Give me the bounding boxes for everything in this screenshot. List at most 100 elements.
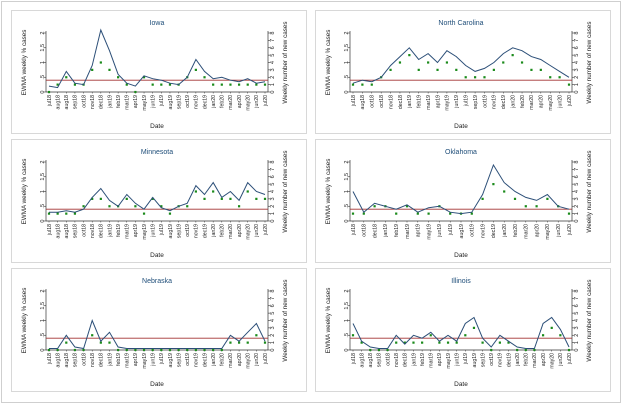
new-cases-point: [492, 68, 495, 71]
y2-tick-label: 3: [574, 197, 580, 200]
new-cases-point: [56, 212, 59, 215]
new-cases-point: [516, 348, 519, 352]
x-tick-label: jul19: [448, 224, 454, 236]
panel-illinois: Illinois 0 .5 1 1.5 2 0 1 2 3 4 5 6 7 8 EWMA weekly % c…: [315, 268, 611, 392]
y2-tick-label: 0: [574, 348, 580, 351]
y2-tick-label: 4: [574, 319, 580, 322]
x-tick-label: sep19: [473, 95, 479, 109]
y-tick-label: 0: [40, 348, 46, 351]
y-tick-label: 1: [40, 61, 46, 64]
y-tick-label: 0: [344, 90, 350, 93]
x-tick-label: dec18: [403, 353, 409, 367]
new-cases-point: [511, 54, 514, 57]
x-tick-label: nov19: [498, 353, 504, 367]
x-tick-label: jul18: [47, 95, 53, 107]
x-tick-label: jul20: [263, 95, 269, 107]
chart-title: Nebraska: [142, 278, 172, 285]
x-tick-label: jul19: [463, 353, 469, 365]
new-cases-point: [421, 341, 424, 344]
new-cases-point: [464, 76, 467, 79]
new-cases-point: [567, 83, 571, 86]
x-tick-label: aug19: [472, 353, 478, 368]
y2-tick-label: 6: [270, 175, 276, 178]
y2-tick-label: 0: [574, 219, 580, 222]
y2-tick-label: 3: [270, 68, 276, 71]
x-tick-label: dec19: [491, 224, 497, 238]
y2-tick-label: 3: [574, 326, 580, 329]
y-tick-label: 1.5: [344, 302, 350, 310]
new-cases-point: [47, 90, 51, 94]
x-tick-label: dec18: [372, 224, 378, 238]
x-tick-label: feb20: [520, 95, 526, 108]
y-tick-label: 0: [40, 219, 46, 222]
new-cases-point: [229, 197, 232, 200]
x-tick-label: feb19: [417, 95, 423, 108]
x-tick-label: aug18: [360, 95, 366, 110]
new-cases-point: [117, 348, 120, 352]
new-cases-point: [370, 83, 373, 86]
new-cases-point: [513, 197, 517, 200]
x-tick-label: apr19: [437, 353, 443, 366]
new-cases-point: [237, 83, 241, 86]
x-tick-label: jan19: [107, 95, 113, 109]
new-cases-point: [125, 348, 128, 352]
new-cases-point: [168, 83, 172, 86]
new-cases-point: [168, 348, 172, 352]
ewma-line: [48, 28, 266, 89]
x-tick-label: jan20: [502, 224, 508, 238]
x-tick-label: mar19: [429, 353, 435, 368]
x-tick-label: dec19: [202, 224, 208, 238]
x-tick-label: apr20: [534, 224, 540, 237]
new-cases-point: [446, 341, 450, 344]
x-tick-label: nov18: [90, 95, 96, 109]
x-tick-label: apr20: [237, 95, 243, 108]
x-tick-label: jul20: [567, 95, 573, 107]
new-cases-point: [533, 348, 536, 352]
x-tick-label: mar20: [228, 224, 234, 239]
new-cases-point: [395, 212, 398, 215]
new-cases-point: [377, 348, 381, 352]
x-tick-label: oct18: [81, 95, 87, 108]
x-tick-label: sep19: [176, 224, 182, 238]
y-tick-label: 1: [40, 319, 46, 322]
x-tick-label: sep18: [73, 224, 79, 238]
new-cases-point: [558, 76, 561, 79]
new-cases-point: [395, 341, 398, 344]
new-cases-point: [186, 205, 189, 208]
x-tick-label: aug18: [55, 224, 61, 239]
new-cases-point: [361, 83, 364, 86]
y-tick-label: 0: [344, 219, 350, 222]
y2-tick-label: 7: [270, 168, 276, 171]
y-tick-label: 1: [344, 61, 350, 64]
y2-tick-label: 6: [574, 175, 580, 178]
new-cases-point: [427, 212, 430, 215]
chart-0: Iowa 0 .5 1 1.5 2 0 1 2 3 4 5 6 7 8 EWMA weekly % cases…: [21, 20, 289, 130]
x-tick-label: mar20: [228, 95, 234, 110]
new-cases-point: [47, 348, 51, 352]
x-tick-label: jun19: [454, 353, 460, 367]
x-tick-label: jul20: [263, 224, 269, 236]
x-tick-label: feb19: [116, 353, 122, 366]
x-tick-label: may19: [426, 224, 432, 240]
new-cases-point: [246, 83, 249, 86]
new-cases-point: [220, 348, 223, 352]
x-axis-label: Date: [150, 252, 164, 259]
new-cases-point: [549, 76, 552, 79]
x-tick-label: dec18: [99, 353, 105, 367]
x-tick-label: oct19: [185, 353, 191, 366]
new-cases-point: [550, 326, 553, 329]
x-tick-label: nov18: [90, 353, 96, 367]
new-cases-point: [186, 348, 189, 352]
x-tick-label: nov19: [194, 224, 200, 238]
y2-tick-label: 6: [270, 304, 276, 307]
x-tick-label: jun19: [437, 224, 443, 238]
ewma-line: [352, 316, 570, 349]
y2-tick-label: 3: [270, 197, 276, 200]
new-cases-point: [160, 348, 163, 352]
x-tick-label: jul20: [567, 224, 573, 236]
new-cases-point: [99, 341, 102, 344]
chart-title: North Carolina: [438, 20, 483, 27]
x-tick-label: sep19: [176, 353, 182, 367]
new-cases-point: [73, 348, 77, 352]
x-tick-label: jun19: [150, 353, 156, 367]
